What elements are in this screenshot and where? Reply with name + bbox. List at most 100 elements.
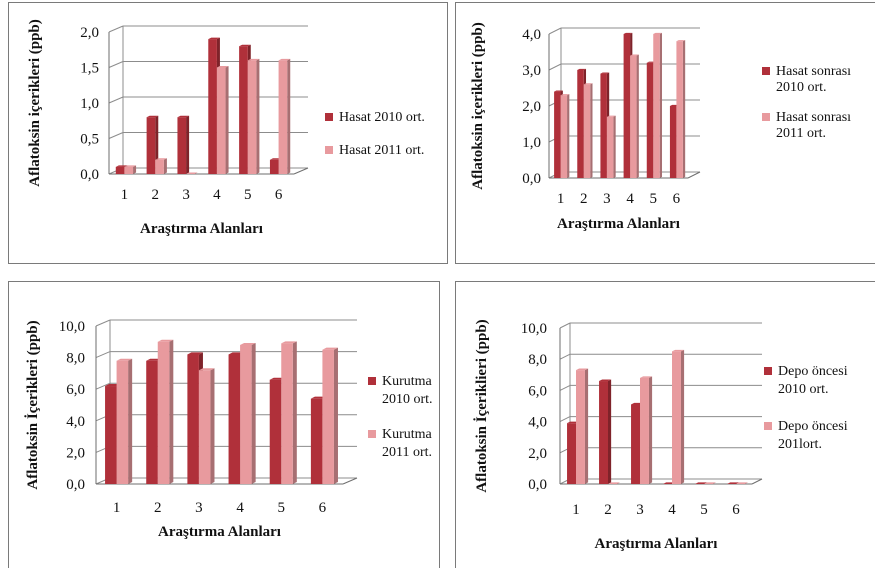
- legend-label: Kurutma: [382, 374, 433, 389]
- bar-2011-3: [198, 368, 215, 484]
- bar-2011-4: [216, 65, 229, 174]
- gridline-depth: [95, 319, 111, 327]
- chart-panel-kurutma: 0,0 2,0 4,0 6,0 8,0 10,0 1 2 3 4 5 6 Araştırma Alanl…: [8, 281, 440, 568]
- bar-front: [281, 343, 293, 484]
- gridline-depth: [559, 322, 571, 329]
- x-tick-label: 2: [580, 191, 588, 207]
- x-tick-label: 1: [572, 502, 580, 518]
- bar-2010-5: [695, 482, 708, 484]
- gridline-depth: [108, 132, 124, 139]
- bar-top: [187, 352, 203, 355]
- bar-top: [208, 37, 220, 40]
- y-tick-label: 0,0: [66, 477, 85, 493]
- x-tick-label: 5: [650, 191, 658, 207]
- y-tick-label: 6,0: [528, 383, 547, 399]
- x-axis-title: Araştırma Alanları: [158, 524, 281, 540]
- bar-top: [278, 58, 291, 61]
- bar-zero: [736, 482, 749, 484]
- bar-top: [240, 342, 256, 345]
- x-tick-label: 6: [732, 502, 740, 518]
- bar-zero: [695, 482, 708, 484]
- y-axis-title: Aflatoksin İçerikleri (ppb): [24, 320, 41, 489]
- bar-top: [576, 368, 589, 371]
- bar-front: [554, 91, 561, 178]
- bar-side: [648, 376, 653, 484]
- y-tick-label: 2,0: [80, 25, 99, 41]
- bar-2011-6: [278, 58, 291, 174]
- x-tick-label: 6: [673, 191, 681, 207]
- bar-front: [157, 341, 170, 484]
- legend-swatch-2010: [764, 367, 772, 375]
- legend-label: 2011 ort.: [382, 445, 432, 460]
- x-tick-label: 4: [668, 502, 676, 518]
- chart-panel-hasat: 0,0 0,5 1,0 1,5 2,0 1 2 3 4 5 6 Araştırma Alanları A…: [8, 2, 448, 264]
- bar-side: [682, 40, 686, 178]
- x-tick-label: 3: [195, 500, 203, 516]
- bar-front: [583, 84, 591, 178]
- y-tick-label: 2,0: [528, 446, 547, 462]
- bar-zero: [608, 482, 621, 484]
- bars: [554, 32, 686, 179]
- x-tick-label: 1: [557, 191, 565, 207]
- x-tick-label: 2: [154, 500, 162, 516]
- bar-front: [653, 34, 660, 178]
- bar-2011-1: [576, 368, 589, 484]
- bar-top: [560, 94, 570, 96]
- bar-front: [560, 95, 568, 178]
- bar-front: [247, 60, 257, 174]
- bar-side: [584, 368, 589, 484]
- bar-top: [577, 68, 587, 70]
- bar-front: [208, 39, 217, 174]
- bar-2011-1: [560, 94, 570, 178]
- bar-front: [676, 41, 683, 179]
- legend-swatch-2011: [325, 146, 333, 154]
- bars: [115, 37, 291, 175]
- bar-2011-2: [608, 482, 621, 484]
- bar-side: [567, 94, 570, 178]
- floor-edge: [293, 167, 309, 175]
- bar-front: [606, 116, 614, 178]
- legend-swatch-2011: [762, 113, 770, 121]
- y-tick-label: 6,0: [66, 382, 85, 398]
- y-tick-label: 4,0: [66, 414, 85, 430]
- legend-swatch-2010: [325, 113, 333, 121]
- x-tick-label: 2: [152, 187, 160, 203]
- gridline-depth: [548, 63, 562, 71]
- bar-top: [653, 32, 663, 34]
- bar-front: [322, 349, 334, 484]
- bar-zero: [186, 172, 198, 174]
- bar-2011-2: [155, 158, 167, 174]
- bar-front: [577, 70, 584, 178]
- bar-2010-3: [177, 115, 190, 174]
- bar-2011-5: [704, 482, 717, 484]
- bar-top: [281, 341, 297, 344]
- bar-front: [599, 381, 608, 484]
- bar-2011-6: [736, 482, 749, 484]
- bar-front: [669, 106, 677, 178]
- bar-front: [115, 166, 125, 174]
- legend-label: Kurutma: [382, 427, 433, 442]
- x-tick-label: 5: [278, 500, 286, 516]
- bar-top: [247, 58, 260, 61]
- bar-front: [310, 398, 323, 484]
- y-tick-label: 1,5: [80, 61, 99, 77]
- bar-2011-3: [640, 376, 653, 484]
- bar-front: [146, 117, 156, 174]
- bar-top: [640, 376, 653, 378]
- bar-top: [554, 90, 563, 92]
- bar-front: [146, 360, 158, 484]
- bar-side: [292, 341, 297, 484]
- y-tick-label: 4,0: [522, 27, 541, 43]
- x-tick-label: 6: [275, 187, 283, 203]
- bar-top: [583, 83, 593, 85]
- bar-2011-5: [281, 341, 297, 484]
- bar-top: [124, 165, 137, 167]
- bar-front: [198, 370, 211, 484]
- bar-front: [269, 379, 282, 484]
- bar-side: [163, 158, 167, 174]
- bar-2011-4: [630, 54, 639, 179]
- y-axis-title: Aflatoksin içerikleri (ppb): [27, 19, 43, 187]
- bar-top: [623, 32, 633, 34]
- x-tick-label: 1: [121, 187, 128, 203]
- bar-front: [646, 62, 654, 178]
